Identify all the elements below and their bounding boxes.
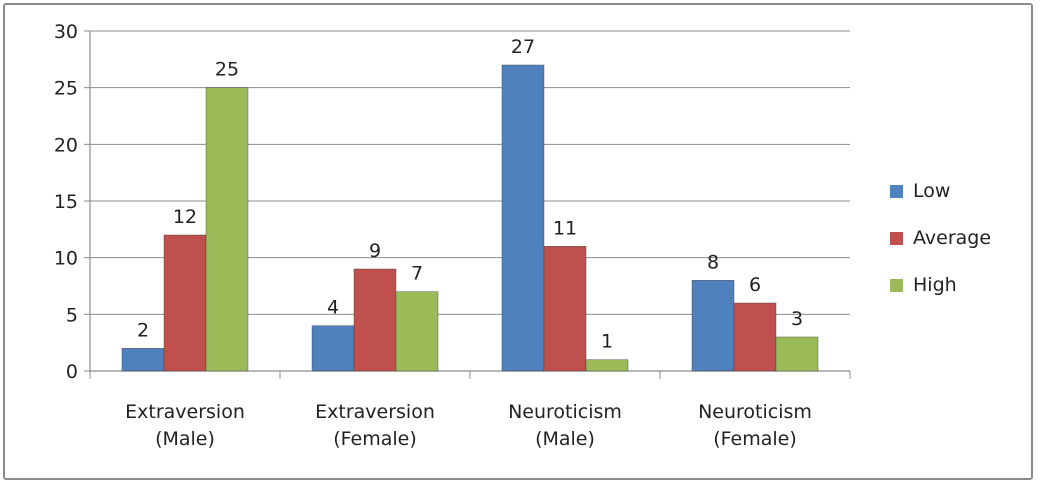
legend-swatch-average [890, 232, 903, 245]
data-label: 1 [601, 331, 613, 353]
bar-low-1 [311, 325, 355, 372]
legend-swatch-high [890, 279, 903, 292]
category-label: (Female) [713, 428, 797, 450]
category-label: Extraversion [125, 401, 245, 423]
bar-average-2 [543, 246, 587, 372]
data-label: 9 [369, 240, 381, 262]
y-tick-label: 30 [54, 21, 78, 43]
bar-high-3 [775, 336, 819, 372]
legend-label-low: Low [913, 180, 950, 202]
bar-chart: 0 5 10 15 20 25 30 2 12 25 Extraversion (Male) 4 9 7 Ex… [54, 21, 991, 450]
bar-low-0 [121, 348, 165, 372]
category-label: Neuroticism [698, 401, 812, 423]
y-tick-label: 20 [54, 134, 78, 156]
data-label: 3 [791, 308, 803, 330]
data-label: 6 [749, 274, 761, 296]
bar-low-2 [501, 64, 545, 372]
bar-high-1 [395, 291, 439, 372]
data-label: 27 [511, 36, 535, 58]
bar-high-0 [205, 87, 249, 372]
y-tick-label: 10 [54, 248, 78, 270]
category-label: (Female) [333, 428, 417, 450]
data-label: 12 [173, 206, 197, 228]
legend-label-average: Average [913, 227, 991, 249]
bar-average-1 [353, 268, 397, 372]
legend-label-high: High [913, 274, 957, 296]
category-label: Extraversion [315, 401, 435, 423]
y-tick-label: 25 [54, 78, 78, 100]
bar-average-0 [163, 234, 207, 372]
data-label: 8 [707, 251, 719, 273]
y-tick-label: 5 [66, 304, 78, 326]
data-label: 2 [137, 319, 149, 341]
chart-frame: 0 5 10 15 20 25 30 2 12 25 Extraversion (Male) 4 9 7 Ex… [3, 3, 1033, 480]
bar-average-3 [733, 302, 777, 372]
category-label: Neuroticism [508, 401, 622, 423]
bar-low-3 [691, 280, 735, 372]
legend-swatch-low [890, 185, 903, 198]
y-tick-label: 0 [66, 361, 78, 383]
data-label: 7 [411, 263, 423, 285]
category-label: (Male) [535, 428, 595, 450]
data-label: 4 [327, 297, 339, 319]
category-label: (Male) [155, 428, 215, 450]
data-label: 11 [553, 217, 577, 239]
data-label: 25 [215, 59, 239, 81]
bar-high-2 [585, 359, 629, 372]
y-tick-label: 15 [54, 191, 78, 213]
